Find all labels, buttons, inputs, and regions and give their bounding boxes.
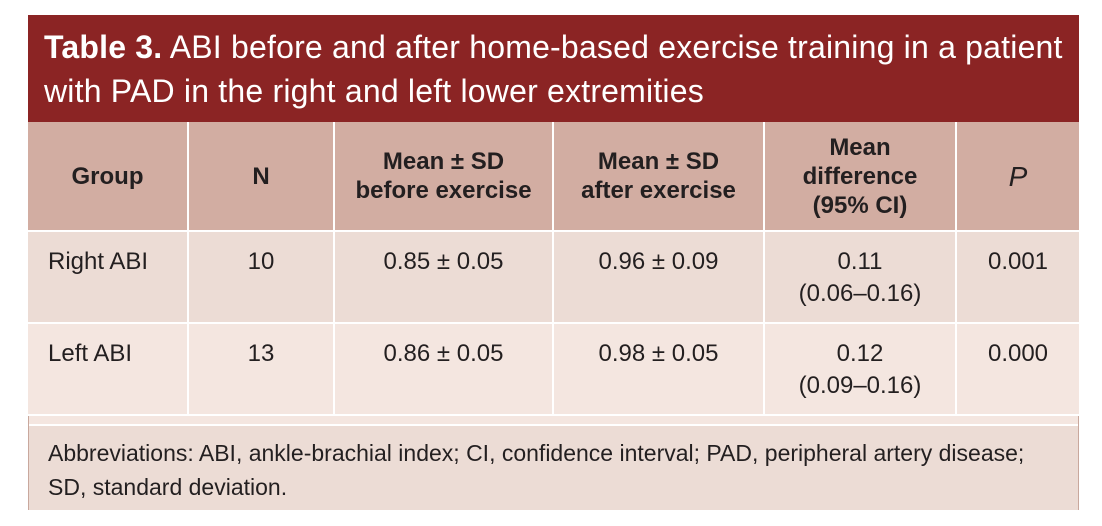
abi-table: Table 3. ABI before and after home-based… (28, 15, 1079, 510)
cell-n: 13 (188, 323, 335, 416)
diff-value: 0.12 (836, 340, 884, 367)
header-line: (95% CI) (812, 191, 908, 219)
col-header-p: P (956, 122, 1079, 232)
cell-n: 10 (188, 231, 335, 324)
cell-p: 0.000 (956, 323, 1079, 416)
header-line: N (252, 162, 270, 190)
col-header-group: Group (28, 122, 189, 232)
cell-after: 0.96 ± 0.09 (553, 231, 765, 324)
header-line: difference (802, 162, 918, 190)
cell-diff: 0.12 (0.09–0.16) (764, 323, 957, 416)
table-row: Left ABI 13 0.86 ± 0.05 0.98 ± 0.05 0.12… (28, 323, 1079, 416)
table-row: Right ABI 10 0.85 ± 0.05 0.96 ± 0.09 0.1… (28, 231, 1079, 324)
header-line: before exercise (355, 177, 532, 204)
diff-value: 0.11 (837, 248, 883, 275)
col-header-n: N (188, 122, 335, 232)
col-header-before: Mean ± SD before exercise (334, 122, 554, 232)
header-line: Mean ± SD (382, 148, 505, 175)
cell-group: Left ABI (28, 323, 189, 416)
header-line: after exercise (581, 177, 736, 204)
table-label: Table 3. (44, 29, 163, 65)
col-header-after: Mean ± SD after exercise (553, 122, 765, 232)
diff-ci: (0.09–0.16) (798, 372, 922, 399)
cell-group: Right ABI (28, 231, 189, 324)
cell-diff: 0.11 (0.06–0.16) (764, 231, 957, 324)
cell-p: 0.001 (956, 231, 1079, 324)
header-row: Group N Mean ± SD before exercise Mean ±… (28, 122, 1079, 232)
col-header-diff: Mean difference (95% CI) (764, 122, 957, 232)
data-table: Group N Mean ± SD before exercise Mean ±… (28, 122, 1079, 416)
cell-before: 0.85 ± 0.05 (334, 231, 554, 324)
header-line: Group (71, 162, 144, 190)
header-line: Mean (829, 133, 891, 161)
table-caption: ABI before and after home-based exercise… (44, 29, 1063, 109)
table-footnote: Abbreviations: ABI, ankle-brachial index… (29, 424, 1078, 510)
diff-ci: (0.06–0.16) (798, 280, 922, 307)
header-line: Mean ± SD (597, 148, 720, 175)
header-line: P (1008, 160, 1028, 192)
cell-before: 0.86 ± 0.05 (334, 323, 554, 416)
table-title: Table 3. ABI before and after home-based… (28, 15, 1079, 122)
cell-after: 0.98 ± 0.05 (553, 323, 765, 416)
